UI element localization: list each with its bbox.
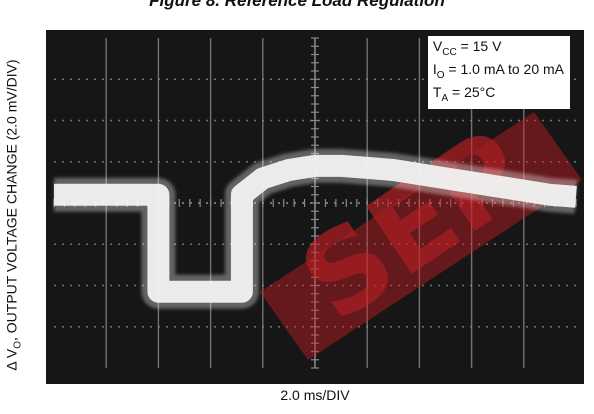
figure-title: Figure 8. Reference Load Regulation <box>149 0 445 10</box>
trace-layer <box>54 148 578 309</box>
y-axis-label-container: Δ VO, OUTPUT VOLTAGE CHANGE (2.0 mV/DIV) <box>4 26 26 404</box>
x-axis-label: 2.0 ms/DIV <box>280 387 350 403</box>
y-axis-label-subscript: O <box>12 341 24 349</box>
condition-io-value: = 1.0 mA to 20 mA <box>444 60 564 77</box>
test-conditions-box: VCC = 15 V IO = 1.0 mA to 20 mA TA = 25°… <box>427 36 570 110</box>
oscilloscope-plot: SEP <box>53 37 582 369</box>
condition-vcc: VCC = 15 V <box>433 38 564 61</box>
oscilloscope-screen: SEP VCC = 15 V IO = 1.0 mA to 20 mA TA =… <box>46 30 584 384</box>
y-axis-label-rest: , OUTPUT VOLTAGE CHANGE (2.0 mV/DIV) <box>3 59 20 342</box>
y-axis-label-prefix: Δ V <box>3 348 20 371</box>
condition-io: IO = 1.0 mA to 20 mA <box>433 61 564 84</box>
condition-vcc-value: = 15 V <box>456 38 502 54</box>
condition-ta-value: = 25°C <box>448 83 496 100</box>
condition-io-subscript: O <box>436 69 445 81</box>
watermark-logo: SEP <box>260 105 582 360</box>
condition-vcc-subscript: CC <box>442 46 457 58</box>
condition-io-symbol: I <box>432 60 437 77</box>
condition-vcc-symbol: V <box>432 38 443 54</box>
condition-ta: TA = 25°C <box>433 84 564 107</box>
condition-ta-subscript: A <box>441 92 449 104</box>
condition-ta-symbol: T <box>432 83 442 100</box>
trace-line <box>54 154 577 303</box>
y-axis-label: Δ VO, OUTPUT VOLTAGE CHANGE (2.0 mV/DIV) <box>4 59 27 370</box>
